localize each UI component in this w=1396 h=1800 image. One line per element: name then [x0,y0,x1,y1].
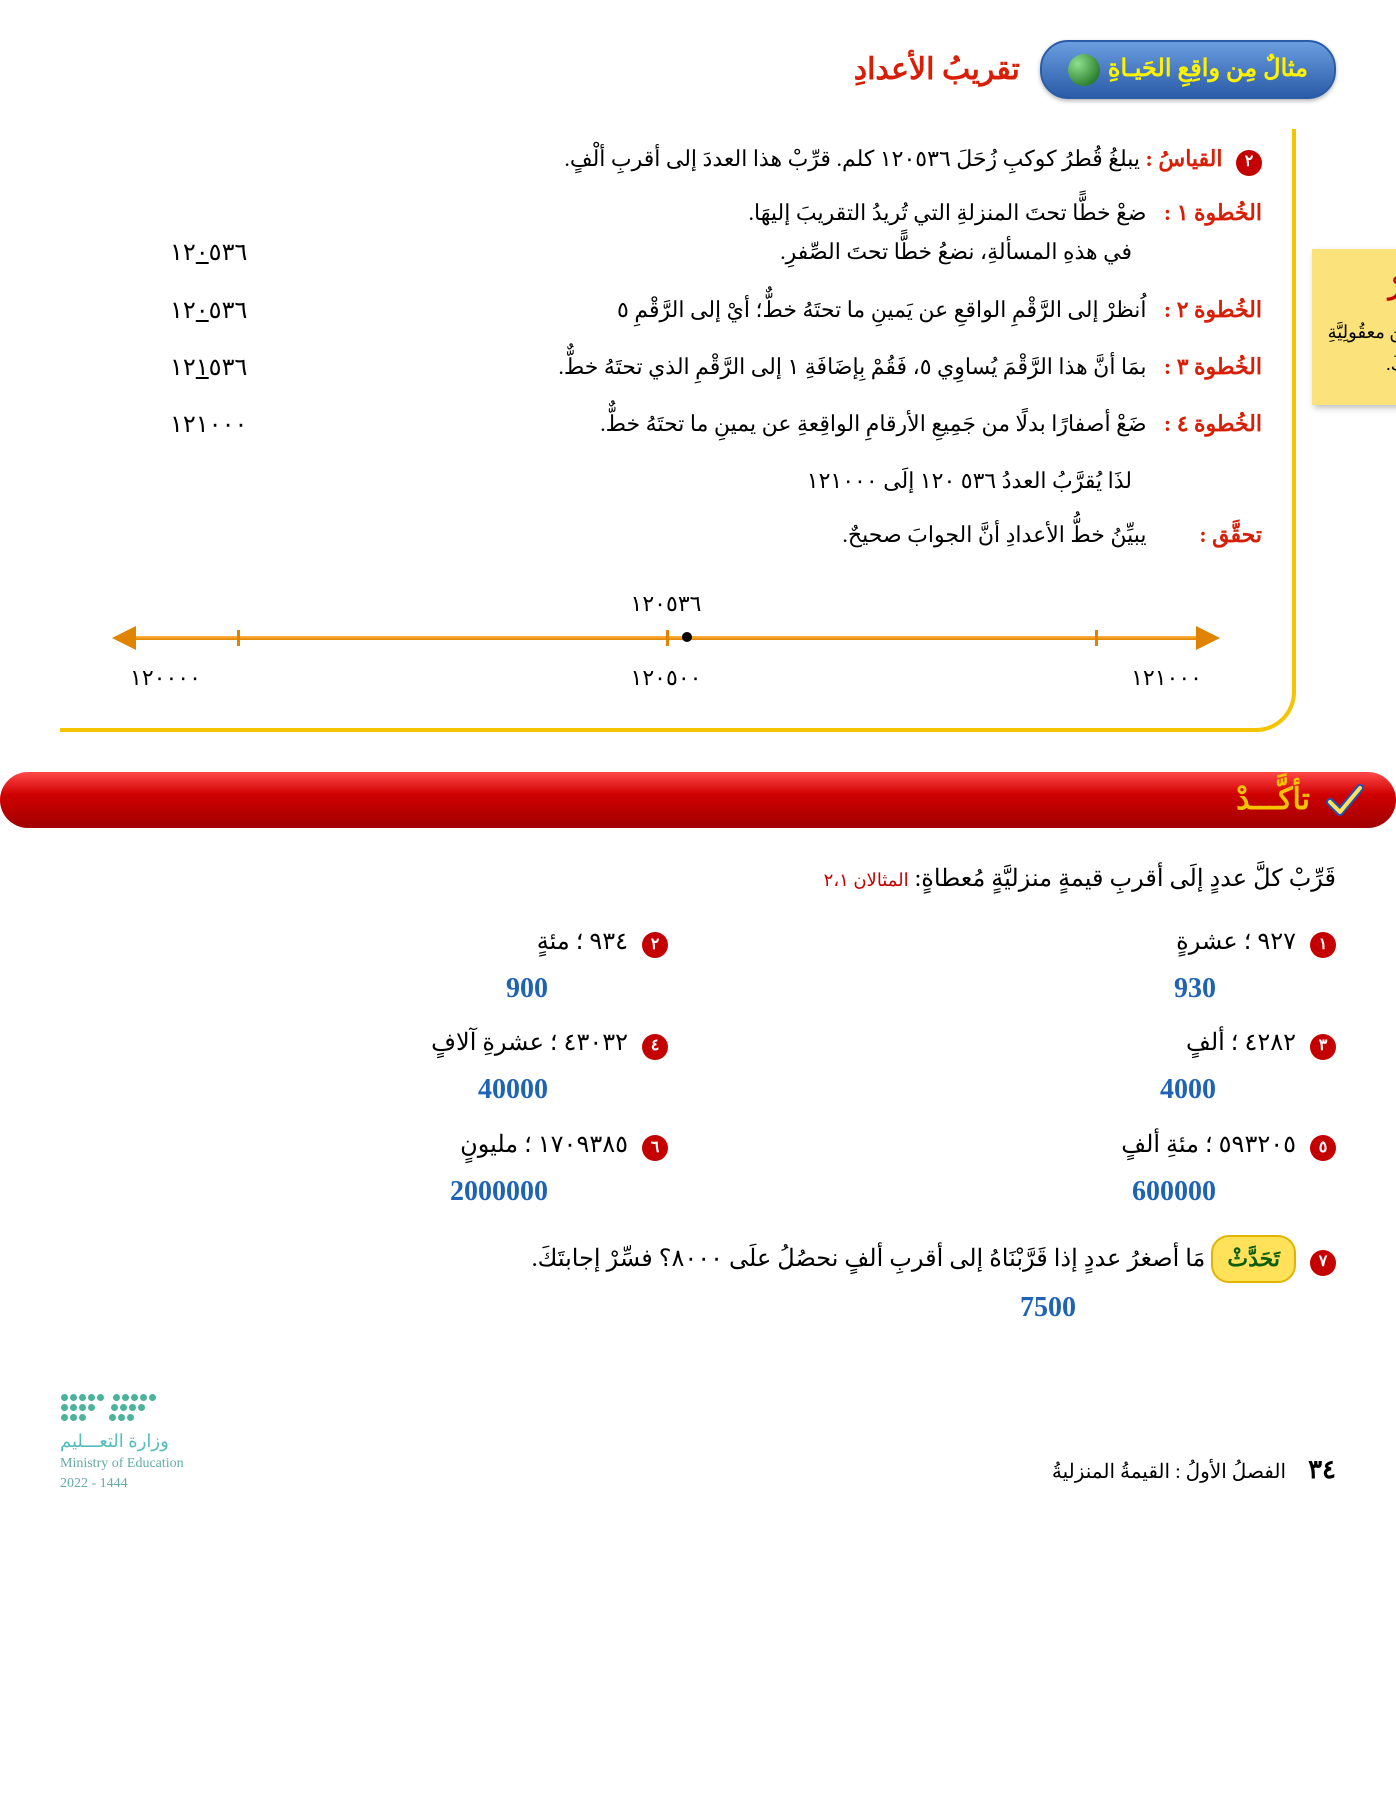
exercise-question: ٩٢٧ ؛ عشرةٍ [1176,929,1296,955]
exercise-answer: 600000 [728,1167,1216,1217]
page-number: ٣٤ [1308,1455,1336,1484]
exercise-question: مَا أصغرُ عددٍ إذا قَرَّبْنَاهُ إلى أقرب… [532,1246,1206,1272]
exercise-item: ١ ٩٢٧ ؛ عشرةٍ 930 [728,921,1336,1015]
exercise-answer: 2000000 [60,1167,548,1217]
verify-text: يبيِّنُ خطُّ الأعدادِ أنَّ الجوابَ صحيحٌ… [842,522,1146,547]
exercise-answer: 900 [60,964,548,1014]
exercises-grid: ١ ٩٢٧ ؛ عشرةٍ 930 ٢ ٩٣٤ ؛ مئةٍ 900 ٣ ٤٢٨… [60,921,1336,1334]
step-value: ١٢١٥٣٦ [170,347,247,390]
verify-label: تحقَّق : [1152,515,1262,555]
exercise-question: ٩٣٤ ؛ مئةٍ [537,929,628,955]
ministry-year: 2022 - 1444 [60,1474,184,1494]
exercise-talk: ٧ تَحَدَّثْ مَا أصغرُ عددٍ إذا قَرَّبْنَ… [60,1235,1336,1333]
step-text: بمَا أنَّ هذا الرَّقْمَ يُساوِي ٥، فَقُم… [558,354,1146,379]
exercise-question: ١٧٠٩٣٨٥ ؛ مليونٍ [460,1132,628,1158]
exercise-item: ٤ ٤٣٠٣٢ ؛ عشرةِ آلافٍ 40000 [60,1022,668,1116]
badge-text: مثالٌ مِن واقِعِ الحَيـاةِ [1108,48,1308,91]
sticky-text: تَحقَّقْ دائمًا مِن معقُولِيَّةِ إجابتِك… [1324,316,1396,381]
conclusion-text: لذَا يُقرَّبُ العددُ ٥٣٦ ١٢٠ إلَى ١٢١٠٠٠ [70,461,1132,501]
numline-right: ١٢٠٠٠٠ [130,658,201,698]
numline-tick [1095,630,1098,646]
ministry-ar: وزارة التعـــليم [60,1429,184,1454]
step-label: الخُطوة ٣ : [1152,347,1262,387]
step-row: الخُطوة ٤ : ضَعْ أصفارًا بدلًا من جَمِيع… [70,404,1262,447]
exercise-number: ٥ [1310,1135,1336,1161]
example-frame: تَذَكَّرْ تَحقَّقْ دائمًا مِن معقُولِيَّ… [60,129,1296,731]
confirm-banner: تأكَّـــدْ [0,772,1396,828]
step-row: الخُطوة ١ : ضعْ خطًّا تحتَ المنزلةِ التي… [70,193,1262,276]
exercise-number: ٢ [642,932,668,958]
step-value: ١٢٠٥٣٦ [170,232,247,275]
exercise-question: ٥٩٣٢٠٥ ؛ مئةِ ألفٍ [1121,1132,1296,1158]
exercise-item: ٥ ٥٩٣٢٠٥ ؛ مئةِ ألفٍ 600000 [728,1124,1336,1218]
arrow-left-icon [1196,626,1220,650]
exercise-item: ٣ ٤٢٨٢ ؛ ألفٍ 4000 [728,1022,1336,1116]
exercise-number: ٦ [642,1135,668,1161]
exercise-number: ٣ [1310,1034,1336,1060]
numline-mid: ١٢٠٥٠٠ [631,658,702,698]
problem-number: ٢ [1236,150,1262,176]
numline-tick [666,630,669,646]
numline-dot [682,632,692,642]
problem-label: القياسُ : [1146,146,1223,171]
verify-row: تحقَّق : يبيِّنُ خطُّ الأعدادِ أنَّ الجو… [70,515,1262,555]
check-icon [1322,778,1366,822]
step-text: ضَعْ أصفارًا بدلًا من جَمِيعِ الأرقامِ ا… [600,411,1146,436]
exercise-number: ٧ [1310,1250,1336,1276]
ministry-block: وزارة التعـــليم Ministry of Education 2… [60,1393,184,1493]
step-row: الخُطوة ٢ : اُنظرْ إلى الرَّقْمِ الواقعِ… [70,290,1262,333]
problem-statement: ٢ القياسُ : يبلغُ قُطرُ كوكبِ زُحَلَ ١٢٠… [70,139,1262,179]
sticky-title: تَذَكَّرْ [1324,263,1396,310]
exercise-number: ١ [1310,932,1336,958]
numline-tick [237,630,240,646]
numline-left: ١٢١٠٠٠ [1131,658,1202,698]
exercise-item: ٢ ٩٣٤ ؛ مئةٍ 900 [60,921,668,1015]
step-text2: في هذهِ المسألةِ، نضعُ خطًّا تحتَ الصِّف… [780,232,1132,272]
numline-labels: ١٢٠٠٠٠ ١٢٠٥٠٠ ١٢١٠٠٠ [130,658,1202,698]
numline-top-label: ١٢٠٥٣٦ [70,584,1262,624]
exercise-question: ٤٢٨٢ ؛ ألفٍ [1186,1030,1296,1056]
ministry-logo-icon [60,1393,157,1423]
exercises-intro: قَرِّبْ كلَّ عددٍ إلَى أقربِ قيمةٍ منزلي… [60,858,1336,901]
footer-right: ٣٤ الفصلُ الأولُ : القيمةُ المنزليةُ [1052,1447,1336,1494]
step-row: الخُطوة ٣ : بمَا أنَّ هذا الرَّقْمَ يُسا… [70,347,1262,390]
step-value: ١٢١٠٠٠ [170,404,247,447]
exercise-answer: 7500 [60,1283,1076,1333]
numline-bar [130,628,1202,648]
exercise-answer: 40000 [60,1065,548,1115]
number-line: ١٢٠٥٣٦ ١٢٠٠٠٠ ١٢٠٥٠٠ ١٢١٠٠٠ [70,584,1262,697]
globe-icon [1068,54,1100,86]
intro-text: قَرِّبْ كلَّ عددٍ إلَى أقربِ قيمةٍ منزلي… [915,866,1336,892]
header-row: تقريبُ الأعدادِ مثالٌ مِن واقِعِ الحَيـا… [60,40,1336,99]
page-footer: ٣٤ الفصلُ الأولُ : القيمةُ المنزليةُ وزا… [60,1393,1336,1493]
step-text: اُنظرْ إلى الرَّقْمِ الواقعِ عن يَمينِ م… [617,297,1146,322]
talk-bubble: تَحَدَّثْ [1211,1235,1296,1283]
step-text: ضعْ خطًّا تحتَ المنزلةِ التي تُريدُ التق… [749,200,1147,225]
step-label: الخُطوة ١ : [1152,193,1262,233]
chapter-title: الفصلُ الأولُ : القيمةُ المنزليةُ [1052,1461,1286,1483]
ministry-en: Ministry of Education [60,1454,184,1474]
intro-ref: المثالان ٢،١ [824,870,909,890]
section-title: تقريبُ الأعدادِ [854,43,1020,97]
exercise-answer: 930 [728,964,1216,1014]
step-label: الخُطوة ٤ : [1152,404,1262,444]
problem-text: يبلغُ قُطرُ كوكبِ زُحَلَ ١٢٠٥٣٦ كلم. قرِ… [564,146,1140,171]
exercise-number: ٤ [642,1034,668,1060]
arrow-right-icon [112,626,136,650]
step-value: ١٢٠٥٣٦ [170,290,247,333]
sticky-note: تَذَكَّرْ تَحقَّقْ دائمًا مِن معقُولِيَّ… [1312,249,1396,405]
step-label: الخُطوة ٢ : [1152,290,1262,330]
exercise-answer: 4000 [728,1065,1216,1115]
example-badge: مثالٌ مِن واقِعِ الحَيـاةِ [1040,40,1336,99]
exercise-question: ٤٣٠٣٢ ؛ عشرةِ آلافٍ [431,1030,628,1056]
exercise-item: ٦ ١٧٠٩٣٨٥ ؛ مليونٍ 2000000 [60,1124,668,1218]
banner-text: تأكَّـــدْ [1236,773,1310,827]
